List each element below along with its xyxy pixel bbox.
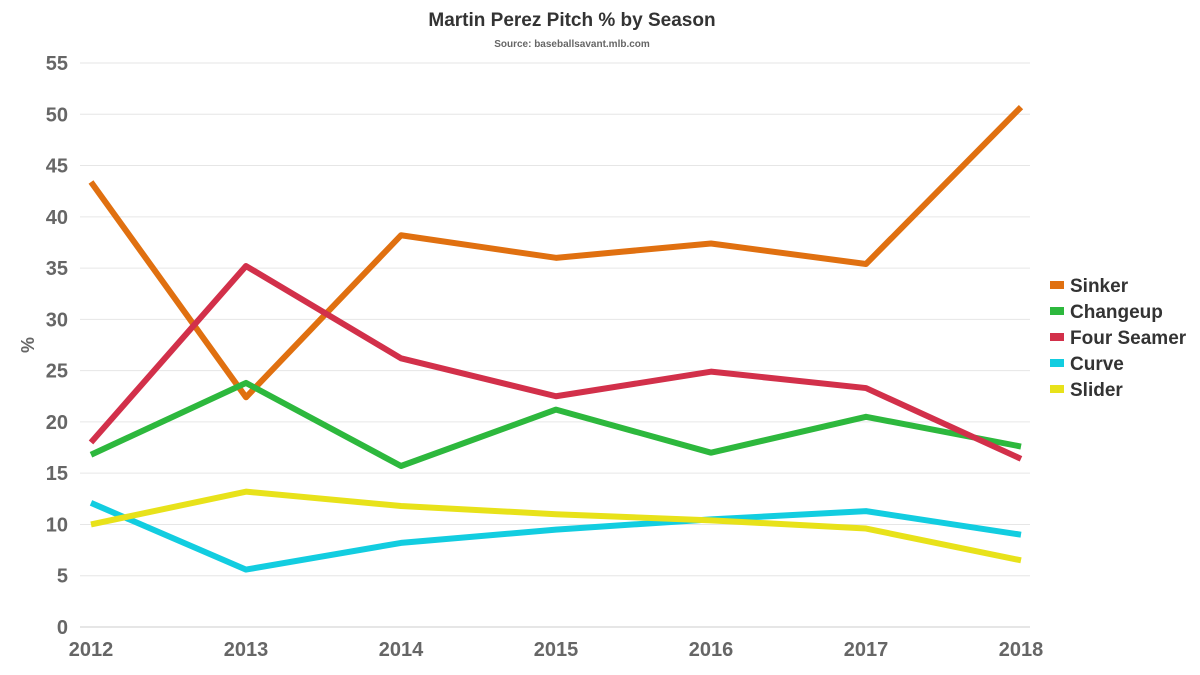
- y-tick-label: 25: [46, 361, 68, 383]
- series-line-changeup: [89, 379, 1022, 470]
- legend-label: Changeup: [1070, 302, 1163, 323]
- x-tick-label: 2018: [999, 639, 1044, 661]
- y-tick-label: 50: [46, 104, 68, 126]
- series-line-curve: [89, 500, 1022, 573]
- x-tick-label: 2015: [534, 639, 579, 661]
- y-tick-label: 0: [57, 617, 68, 639]
- y-tick-label: 20: [46, 412, 68, 434]
- y-tick-label: 15: [46, 463, 68, 485]
- legend-label: Slider: [1070, 380, 1123, 401]
- chart-subtitle: Source: baseballsavant.mlb.com: [494, 39, 650, 50]
- y-tick-label: 35: [46, 258, 68, 280]
- legend-label: Four Seamer: [1070, 328, 1187, 349]
- y-tick-label: 10: [46, 514, 68, 536]
- series-line-sinker: [88, 104, 1024, 401]
- legend-label: Curve: [1070, 354, 1124, 375]
- legend-label: Sinker: [1070, 276, 1129, 297]
- legend-swatch: [1050, 333, 1064, 341]
- y-tick-label: 40: [46, 207, 68, 229]
- y-axis-label: %: [18, 337, 38, 353]
- x-tick-label: 2017: [844, 639, 889, 661]
- legend-swatch: [1050, 385, 1064, 393]
- legend-swatch: [1050, 359, 1064, 367]
- x-tick-label: 2016: [689, 639, 734, 661]
- y-tick-label: 45: [46, 156, 68, 178]
- y-tick-label: 55: [46, 53, 68, 75]
- legend-swatch: [1050, 281, 1064, 289]
- series-line-four-seamer: [88, 263, 1023, 462]
- x-tick-label: 2012: [69, 639, 114, 661]
- chart-title: Martin Perez Pitch % by Season: [428, 10, 715, 31]
- legend-swatch: [1050, 307, 1064, 315]
- series-line-slider: [90, 488, 1022, 564]
- y-tick-label: 5: [57, 566, 68, 588]
- x-tick-label: 2014: [379, 639, 424, 661]
- y-tick-label: 30: [46, 309, 68, 331]
- x-tick-label: 2013: [224, 639, 269, 661]
